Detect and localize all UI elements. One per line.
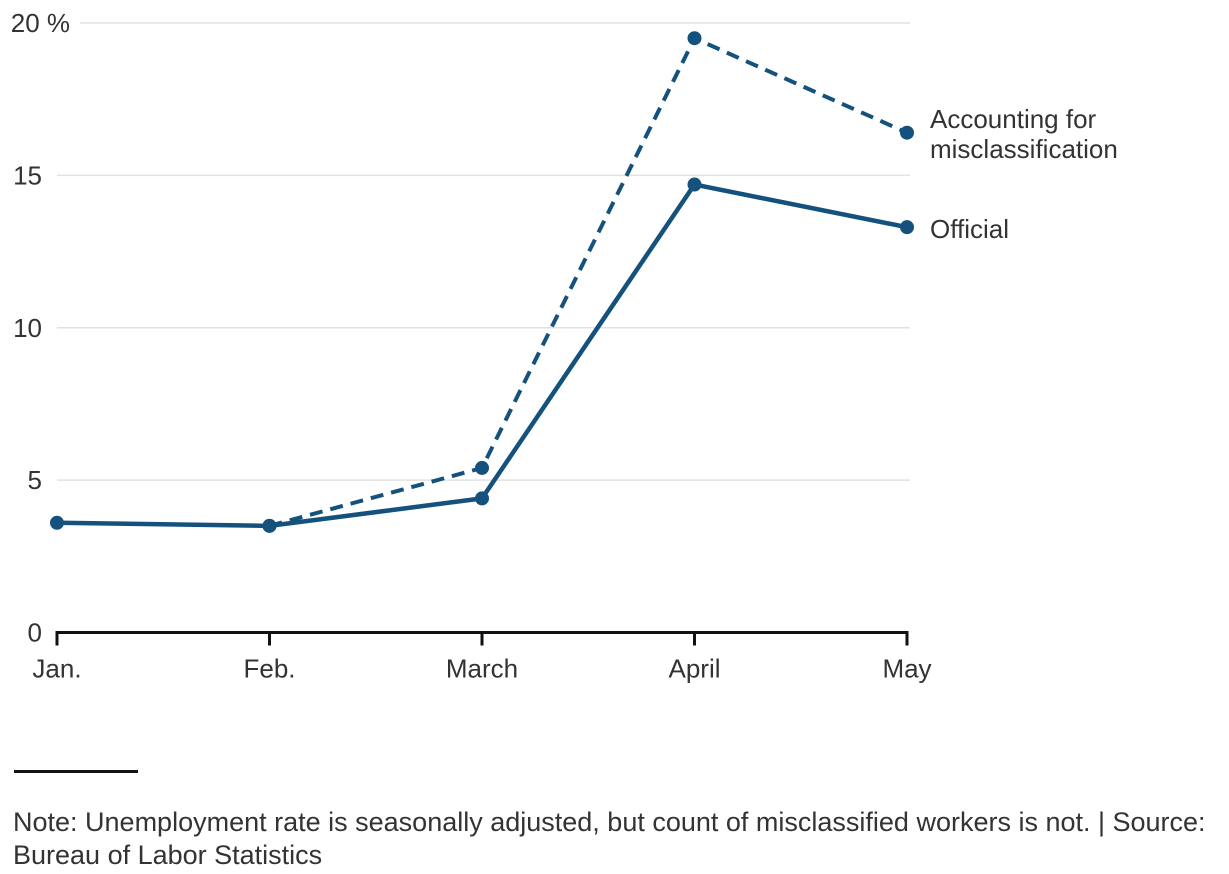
legend-label-misclassification: Accounting for misclassification [930,104,1118,164]
x-axis-label: Jan. [32,654,81,684]
legend-label-official: Official [930,214,1009,244]
data-point-official [900,220,914,235]
x-axis-label: April [668,654,720,684]
footnote-text: Note: Unemployment rate is seasonally ad… [13,807,1206,870]
footnote-divider [14,770,138,773]
y-axis-tick-label: 10 [13,313,42,343]
data-point-official [475,491,489,506]
data-point-misclassification [687,31,702,46]
line-chart: 0 5 10 15 20 % Jan. Feb. March April May [11,8,932,684]
data-point-misclassification [475,460,489,475]
data-point-misclassification [900,125,914,140]
x-axis-label: May [882,654,931,684]
data-point-official [687,177,702,192]
x-axis-label: Feb. [243,654,295,684]
x-axis-label: March [446,654,518,684]
series-line-misclassification [268,35,908,528]
data-point-official [262,518,277,533]
y-axis-tick-label: 5 [28,465,42,495]
data-point-official [50,515,64,530]
y-axis-tick-label: 15 [13,160,42,190]
y-axis-tick-label: 20 % [11,8,70,38]
y-axis-tick-label: 0 [28,618,42,648]
